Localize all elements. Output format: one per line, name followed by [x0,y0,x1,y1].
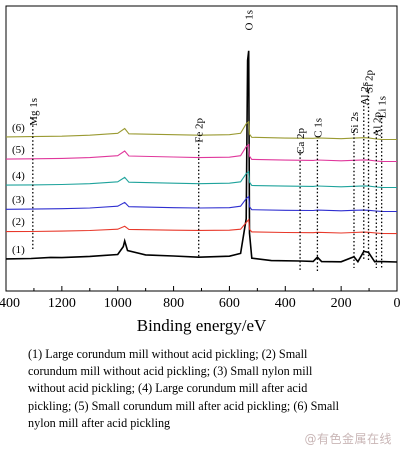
peak-label-al-2p: Al 2p [371,112,383,137]
peak-label-si-2p: Si 2p [364,70,376,93]
peak-label-al-2s: Al 2s [359,82,371,106]
series-label-2: (2) [12,216,25,228]
watermark: @有色金属在线 [304,432,392,446]
x-tick-label-1200: 1200 [48,296,76,311]
x-tick-label-400: 400 [275,296,296,311]
peak-label-si-2s: Si 2s [349,112,361,134]
caption-line-4: pickling; (5) Small corundum mill after … [28,398,340,413]
series-label-6: (6) [12,122,25,134]
x-tick-label-1400: 1400 [0,296,20,311]
figure-caption: (1) Large corundum mill without acid pic… [28,346,380,432]
trace-5 [5,143,398,163]
caption-line-1: (1) Large corundum mill without acid pic… [28,347,308,361]
spectra-traces [5,50,398,264]
series-label-4: (4) [12,170,25,182]
x-tick-label-800: 800 [163,296,184,311]
peak-label-fe-2p: Fe 2p [194,118,206,143]
trace-1 [5,50,398,264]
caption-line-5: nylon mill after acid pickling [28,415,171,430]
peak-label-mg-1s: Mg 1s [28,98,40,126]
x-tick-label-200: 200 [331,296,352,311]
trace-2 [5,218,398,235]
series-labels: (1) (2) (3) (4) (5) (6) [12,122,25,256]
trace-4 [5,170,398,189]
caption-line-2: corundum mill without acid pickling; (3)… [28,364,313,379]
series-label-1: (1) [12,244,25,256]
peak-label-c-1s: C 1s [312,118,324,138]
peak-label-li-1s: Li 1s [377,96,389,118]
peak-label-ca-2p: Ca 2p [295,128,307,154]
x-axis-title: Binding energy/eV [137,316,267,335]
peak-label-o-1s: O 1s [244,10,256,30]
series-label-3: (3) [12,194,25,206]
x-tick-label-600: 600 [219,296,240,311]
x-tick-label-0: 0 [394,296,400,311]
plot-frame [5,5,398,292]
x-tick-label-1000: 1000 [104,296,132,311]
trace-3 [5,195,398,213]
peak-guide-lines [32,92,383,272]
x-axis: 1400 1200 1000 800 600 400 200 0 [0,286,400,311]
series-label-5: (5) [12,144,25,156]
trace-6 [5,120,398,141]
caption-line-3: without acid pickling; (4) Large corundu… [28,381,308,396]
